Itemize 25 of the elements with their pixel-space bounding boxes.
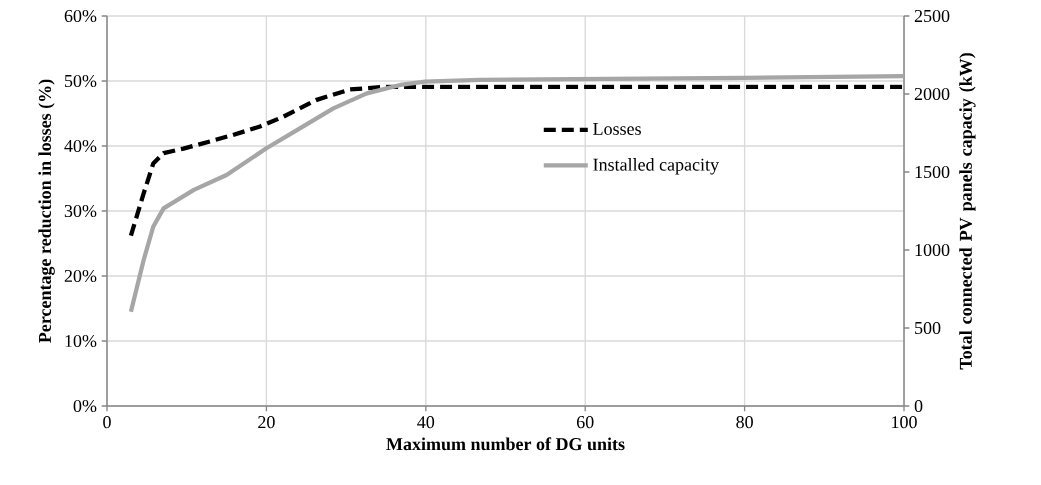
x-tick-label: 80	[736, 416, 753, 429]
y-tick-label: 0%	[73, 399, 97, 413]
y-tick-label: 40%	[64, 139, 97, 153]
y-tick-label: 20%	[64, 269, 97, 283]
legend-label: Losses	[593, 122, 641, 135]
line-series	[128, 73, 905, 314]
x-tick-label: 0	[103, 416, 111, 429]
x-tick-label: 60	[576, 416, 594, 429]
x-tick-label: 20	[258, 416, 275, 429]
legend-label: Installed capacity	[593, 158, 719, 175]
x-tick-label: 100	[892, 416, 917, 429]
y2-tick-label: 500	[915, 321, 941, 335]
y-tick-label: 10%	[65, 334, 97, 348]
y-tick-label: 30%	[64, 204, 97, 218]
y2-tick-label: 1000	[915, 243, 950, 257]
y2-tick-label: 1500	[915, 165, 950, 179]
y-axis-title: Percentage reduction in losses (%)	[38, 79, 55, 343]
y2-tick-label: 2500	[914, 9, 950, 23]
y2-axis-title: Total connected PV panels capaciy (kW)	[959, 53, 976, 370]
x-axis-title: Maximum number of DG units	[386, 437, 625, 451]
y2-tick-label: 2000	[914, 87, 950, 101]
y-tick-label: 50%	[65, 74, 97, 88]
x-tick-label: 40	[417, 416, 435, 429]
y-tick-label: 60%	[64, 9, 97, 23]
y2-tick-label: 0	[914, 399, 923, 413]
